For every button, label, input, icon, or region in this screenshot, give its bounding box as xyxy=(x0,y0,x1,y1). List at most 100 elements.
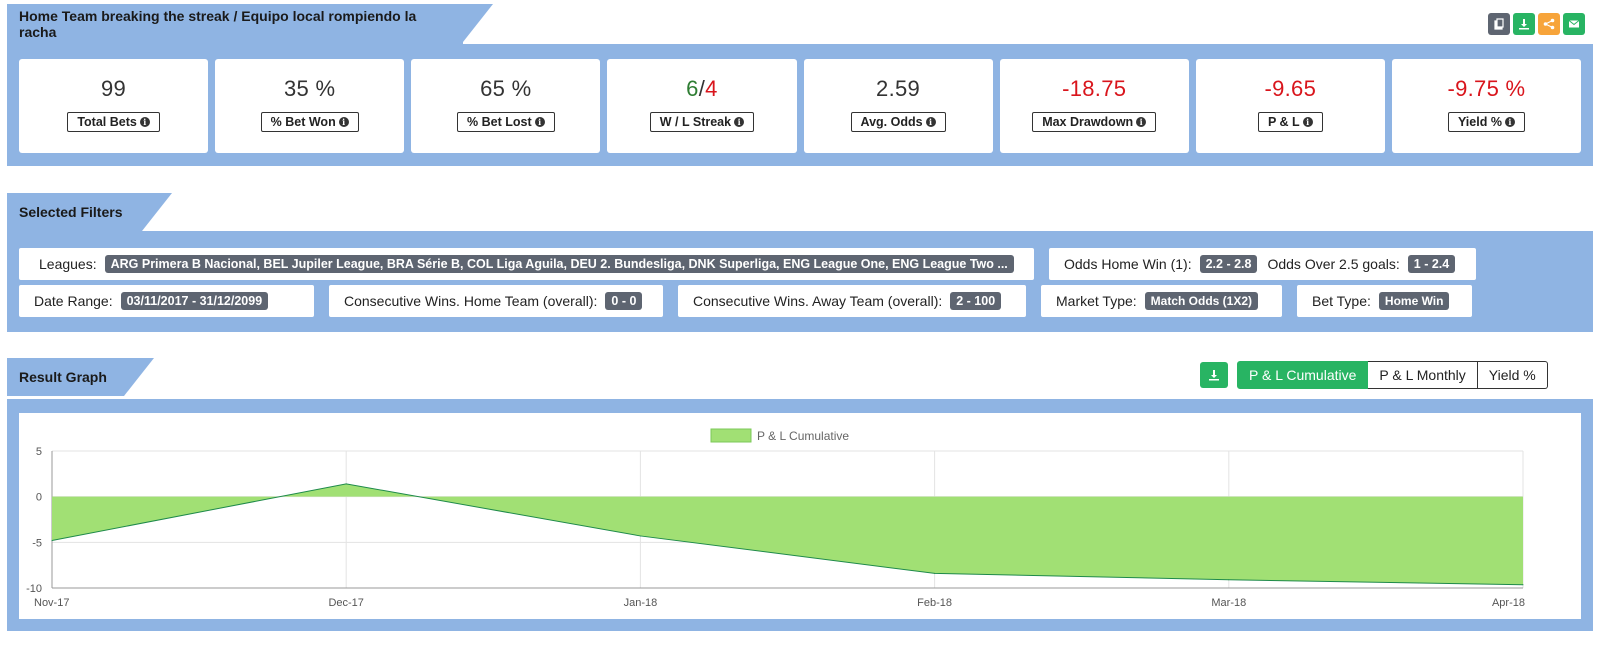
filter-cons-away: Consecutive Wins. Away Team (overall): 2… xyxy=(678,285,1026,317)
total-bets-label[interactable]: Total Bets i xyxy=(67,112,160,132)
leagues-label: Leagues: xyxy=(39,256,97,272)
leagues-value: ARG Primera B Nacional, BEL Jupiler Leag… xyxy=(104,255,1014,273)
stat-cards: 99 Total Bets i 35 % % Bet Won i 65 % % Be… xyxy=(19,59,1581,153)
odds-over-label: Odds Over 2.5 goals: xyxy=(1267,256,1400,272)
graph-title: Result Graph xyxy=(19,369,107,385)
streak-separator: / xyxy=(698,76,706,101)
info-icon: i xyxy=(139,117,150,127)
x-tick-label: Jan-18 xyxy=(624,597,658,609)
bet-lost-label[interactable]: % Bet Lost i xyxy=(457,112,555,132)
cons-away-label: Consecutive Wins. Away Team (overall): xyxy=(693,293,943,309)
date-range-label: Date Range: xyxy=(34,293,113,309)
stat-wl-streak: 6/4 W / L Streak i xyxy=(607,59,797,153)
odds-home-value: 2.2 - 2.8 xyxy=(1199,255,1258,273)
data-point xyxy=(639,535,641,537)
loss-streak: 4 xyxy=(705,76,718,101)
odds-home-label: Odds Home Win (1): xyxy=(1064,256,1192,272)
filter-market: Market Type: Match Odds (1X2) xyxy=(1041,285,1282,317)
filter-cons-home: Consecutive Wins. Home Team (overall): 0… xyxy=(329,285,663,317)
filter-leagues: Leagues: ARG Primera B Nacional, BEL Jup… xyxy=(19,248,1034,280)
wl-streak-value: 6/4 xyxy=(686,76,718,106)
pl-monthly-button[interactable]: P & L Monthly xyxy=(1368,361,1478,389)
bet-type-value: Home Win xyxy=(1378,292,1450,310)
legend-label: P & L Cumulative xyxy=(757,429,849,443)
info-icon: i xyxy=(1136,117,1147,127)
data-point xyxy=(934,572,936,574)
info-icon: i xyxy=(1302,117,1313,127)
copy-icon xyxy=(1494,18,1504,30)
legend-swatch xyxy=(710,428,752,443)
stat-bet-won: 35 % % Bet Won i xyxy=(215,59,405,153)
series-area xyxy=(52,483,1523,585)
cons-home-label: Consecutive Wins. Home Team (overall): xyxy=(344,293,598,309)
header-tools xyxy=(1488,13,1585,35)
win-streak: 6 xyxy=(686,76,699,101)
avg-odds-value: 2.59 xyxy=(876,76,921,101)
info-icon: i xyxy=(734,117,745,127)
bet-won-label[interactable]: % Bet Won i xyxy=(260,112,359,132)
info-icon: i xyxy=(925,117,936,127)
bet-lost-value: 65 % xyxy=(480,76,532,101)
pl-cumulative-button[interactable]: P & L Cumulative xyxy=(1237,361,1369,389)
pl-value: -9.65 xyxy=(1264,76,1317,101)
download-button[interactable] xyxy=(1513,13,1535,35)
cons-home-value: 0 - 0 xyxy=(605,292,643,310)
x-tick-label: Nov-17 xyxy=(34,597,69,609)
download-icon xyxy=(1209,370,1219,381)
share-icon xyxy=(1543,18,1555,30)
stat-bet-lost: 65 % % Bet Lost i xyxy=(411,59,601,153)
info-icon: i xyxy=(1504,117,1515,127)
email-icon xyxy=(1568,20,1580,28)
y-tick-label: -10 xyxy=(26,583,42,595)
stat-max-drawdown: -18.75 Max Drawdown i xyxy=(999,59,1189,153)
page-title: Home Team breaking the streak / Equipo l… xyxy=(19,8,417,40)
info-icon: i xyxy=(338,117,349,127)
max-drawdown-value: -18.75 xyxy=(1062,76,1127,101)
result-chart: 5 0 -5 -10 Nov-17 Dec-17 Jan-18 Feb-18 Mar-18 Apr… xyxy=(19,413,1581,619)
bet-type-label: Bet Type: xyxy=(1312,293,1371,309)
cons-away-value: 2 - 100 xyxy=(950,292,1002,310)
info-icon: i xyxy=(534,117,545,127)
page-title-tab: Home Team breaking the streak / Equipo l… xyxy=(7,4,493,44)
filter-odds: Odds Home Win (1): 2.2 - 2.8 Odds Over 2… xyxy=(1049,248,1476,280)
filters-tab: Selected Filters xyxy=(7,193,172,231)
x-tick-label: Feb-18 xyxy=(917,597,952,609)
filters-title: Selected Filters xyxy=(19,204,123,220)
market-label: Market Type: xyxy=(1056,293,1137,309)
chart-download-button[interactable] xyxy=(1200,362,1228,388)
y-tick-label: 5 xyxy=(36,446,42,458)
data-point xyxy=(1522,584,1524,586)
data-point xyxy=(51,540,53,542)
x-tick-label: Mar-18 xyxy=(1211,597,1246,609)
y-tick-label: -5 xyxy=(32,537,42,549)
download-icon xyxy=(1519,19,1529,30)
max-drawdown-label[interactable]: Max Drawdown i xyxy=(1032,112,1157,132)
x-tick-label: Apr-18 xyxy=(1492,597,1525,609)
yield-button[interactable]: Yield % xyxy=(1477,361,1548,389)
total-bets-value: 99 xyxy=(101,76,127,101)
series-line xyxy=(51,483,1524,586)
avg-odds-label[interactable]: Avg. Odds i xyxy=(850,112,946,132)
y-tick-label: 0 xyxy=(36,492,42,504)
wl-streak-label[interactable]: W / L Streak i xyxy=(649,112,755,132)
market-value: Match Odds (1X2) xyxy=(1144,292,1259,310)
x-tick-label: Dec-17 xyxy=(328,597,363,609)
stat-total-bets: 99 Total Bets i xyxy=(19,59,209,153)
chart-svg: 5 0 -5 -10 Nov-17 Dec-17 Jan-18 Feb-18 Mar-18 Apr… xyxy=(26,428,1525,609)
stat-yield: -9.75 % Yield % i xyxy=(1391,59,1581,153)
yield-value: -9.75 % xyxy=(1447,76,1526,101)
copy-button[interactable] xyxy=(1488,13,1510,35)
graph-tab: Result Graph xyxy=(7,358,154,396)
graph-mode-toggle: P & L Cumulative P & L Monthly Yield % xyxy=(1237,361,1548,389)
stat-avg-odds: 2.59 Avg. Odds i xyxy=(803,59,993,153)
share-button[interactable] xyxy=(1538,13,1560,35)
filter-date-range: Date Range: 03/11/2017 - 31/12/2099 xyxy=(19,285,314,317)
email-button[interactable] xyxy=(1563,13,1585,35)
date-range-value: 03/11/2017 - 31/12/2099 xyxy=(120,292,269,310)
yield-label[interactable]: Yield % i xyxy=(1447,112,1525,132)
data-point xyxy=(345,483,347,485)
filter-bet-type: Bet Type: Home Win xyxy=(1297,285,1472,317)
data-point xyxy=(1228,579,1230,581)
